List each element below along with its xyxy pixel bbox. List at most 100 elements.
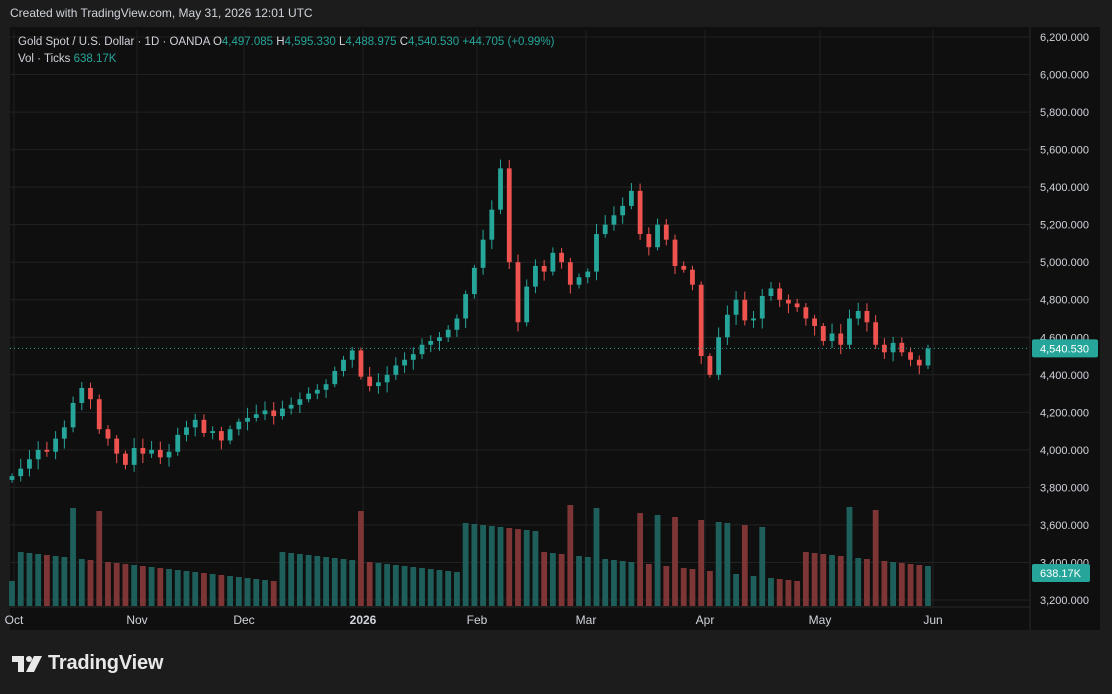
volume-bar [9, 581, 15, 606]
candle-body [925, 348, 931, 366]
candle-body [88, 387, 93, 400]
volume-bar [445, 571, 452, 606]
volume-bar [384, 564, 391, 606]
volume-bar [26, 553, 33, 606]
volume-bar [401, 566, 408, 606]
candle-body [646, 234, 652, 248]
volume-bar [375, 563, 382, 606]
volume-bar [741, 525, 748, 606]
volume-bar [296, 554, 303, 606]
volume-bar [148, 567, 155, 606]
candle-body [742, 299, 748, 321]
candle-body [123, 453, 128, 465]
candle-body [655, 224, 660, 248]
volume-bar [794, 581, 801, 606]
volume-bar [480, 525, 486, 606]
candle-body [716, 337, 722, 375]
volume-bar [576, 556, 582, 606]
volume-bar [427, 569, 434, 606]
price-tick-label: 3,200.000 [1040, 595, 1089, 607]
time-tick-label: Apr [696, 613, 715, 627]
volume-bar [506, 528, 513, 606]
volume-bar [218, 575, 225, 606]
volume-bar [898, 563, 905, 606]
volume-bar [724, 523, 731, 606]
open-label: O [212, 36, 222, 48]
volume-bar [349, 560, 356, 606]
time-tick-label: Jun [923, 613, 942, 627]
candle-body [751, 318, 756, 321]
volume-bar [454, 572, 460, 606]
volume-bar [78, 559, 85, 606]
candle-body [140, 447, 146, 454]
candle-body [820, 326, 826, 342]
price-tick-label: 5,800.000 [1040, 107, 1089, 119]
volume-bar [567, 505, 574, 606]
volume-bar [672, 517, 678, 606]
price-tick-label: 4,000.000 [1040, 445, 1089, 457]
volume-bar [759, 527, 766, 606]
volume-label: Vol · Ticks [18, 53, 71, 65]
candle-body [44, 449, 50, 452]
volume-bar [497, 527, 504, 606]
time-tick-label: Feb [467, 613, 488, 627]
candle-body [628, 190, 634, 206]
candle-body [306, 393, 312, 400]
candle-body [114, 438, 120, 454]
candle-body [620, 205, 626, 216]
volume-bar [340, 559, 347, 606]
volume-bar [488, 526, 495, 606]
volume-bar [645, 564, 652, 606]
candle-body [759, 295, 765, 319]
candle-body [690, 269, 695, 285]
volume-bar [558, 554, 565, 606]
candle-body [428, 341, 434, 345]
volume-bar [192, 572, 199, 606]
candle-body [681, 265, 687, 270]
volume-line: Vol · Ticks 638.17K [18, 51, 555, 68]
price-tick-label: 4,200.000 [1040, 407, 1089, 419]
volume-bar [131, 565, 138, 606]
tradingview-logo-icon [12, 655, 42, 672]
candle-body [35, 449, 41, 460]
candle-body [594, 234, 599, 272]
volume-bar [611, 560, 617, 606]
volume-bar [715, 522, 722, 606]
volume-bar [776, 579, 783, 606]
close-label: C [399, 36, 409, 48]
volume-bar [157, 568, 164, 606]
candle-body [524, 286, 530, 323]
candle-body [201, 419, 207, 433]
time-tick-label: 2026 [350, 613, 377, 627]
candle-body [131, 447, 137, 465]
candle-body [184, 427, 189, 435]
candle-body [480, 239, 486, 268]
volume-bar [584, 557, 591, 606]
tradingview-wordmark: TradingView [48, 652, 164, 674]
candle-body [576, 277, 582, 285]
volume-bar [864, 559, 870, 606]
time-tick-label: May [809, 613, 832, 627]
volume-bar [35, 554, 42, 606]
time-tick-label: Nov [126, 613, 147, 627]
volume-bar [628, 562, 635, 606]
candle-body [786, 299, 791, 304]
tradingview-logo[interactable]: TradingView [12, 652, 163, 675]
volume-bar [96, 511, 103, 606]
chart-pane[interactable] [10, 27, 1100, 630]
volume-badge-label: 638.17K [1040, 568, 1082, 580]
volume-bar [768, 578, 774, 606]
volume-bar [707, 571, 713, 606]
volume-bar [323, 557, 329, 606]
price-tick-label: 5,200.000 [1040, 220, 1089, 232]
candle-body [916, 359, 922, 366]
candle-body [707, 356, 713, 375]
volume-bar [750, 576, 757, 606]
candle-body [149, 449, 154, 454]
candle-body [541, 265, 547, 272]
volume-bar [331, 558, 338, 606]
candle-body [297, 399, 303, 405]
candle-body [157, 449, 163, 458]
candle-body [332, 371, 338, 385]
